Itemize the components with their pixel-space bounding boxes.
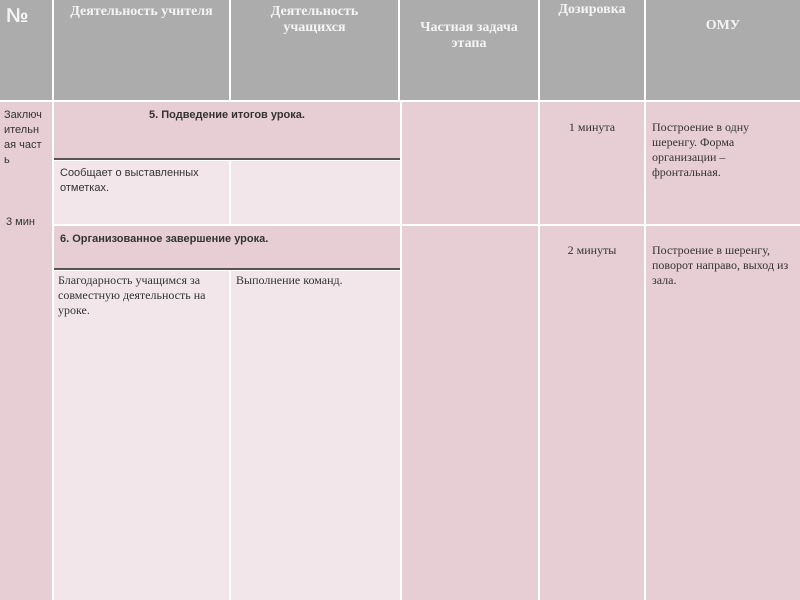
stage-6-teacher: Благодарность учащимся за совместную дея… (54, 271, 229, 600)
part-time: 3 мин (6, 216, 35, 228)
stage-6-title: 6. Организованное завершение урока. (54, 226, 400, 270)
stage-5-omu: Построение в одну шеренгу. Форма организ… (646, 102, 800, 224)
stage-5-dosage: 1 минута (540, 102, 644, 224)
part-cell: Заключ ительн ая часть 3 мин (0, 102, 52, 600)
stage-5-students (231, 161, 400, 224)
header-teacher-activity: Деятельность учителя (54, 0, 229, 100)
part-name: Заключ ительн ая часть (4, 109, 42, 166)
stage-6-task (402, 226, 538, 600)
header-student-activity: Деятельность учащихся (231, 0, 398, 100)
header-num: № (0, 0, 52, 100)
stage-6-dosage: 2 минуты (540, 226, 644, 600)
header-omu: ОМУ (646, 0, 800, 100)
stage-6-omu: Построение в шеренгу, поворот направо, в… (646, 226, 800, 600)
stage-5-teacher: Сообщает о выставленных отметках. (54, 161, 229, 224)
stage-5-title: 5. Подведение итогов урока. (54, 102, 400, 160)
header-dosage: Дозировка (540, 0, 644, 100)
stage-6-students: Выполнение команд. (231, 271, 400, 600)
header-stage-task: Частная задача этапа (400, 0, 538, 100)
stage-5-task (402, 102, 538, 224)
